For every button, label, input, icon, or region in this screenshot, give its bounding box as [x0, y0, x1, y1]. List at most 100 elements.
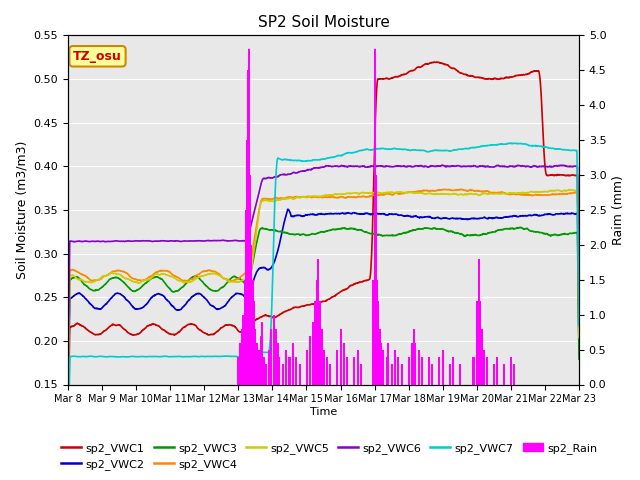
Bar	[314, 300, 316, 384]
Bar	[251, 245, 252, 384]
Bar	[252, 280, 253, 384]
Bar	[326, 357, 328, 384]
Bar	[286, 349, 287, 384]
Bar	[279, 357, 280, 384]
Bar	[292, 343, 294, 384]
Bar	[419, 349, 420, 384]
Bar	[268, 349, 269, 384]
Bar	[378, 300, 379, 384]
Y-axis label: Raim (mm): Raim (mm)	[612, 175, 625, 245]
Bar	[260, 336, 261, 384]
Bar	[377, 280, 378, 384]
Bar	[275, 329, 276, 384]
Bar	[428, 357, 429, 384]
Bar	[452, 357, 453, 384]
Bar	[381, 343, 382, 384]
Bar	[432, 363, 433, 384]
Bar	[374, 175, 375, 384]
Bar	[330, 363, 332, 384]
Bar	[439, 357, 440, 384]
Bar	[282, 363, 284, 384]
Bar	[449, 363, 450, 384]
Bar	[260, 336, 261, 384]
Bar	[317, 259, 319, 384]
Bar	[306, 349, 307, 384]
Bar	[340, 329, 342, 384]
Bar	[313, 322, 314, 384]
Bar	[237, 357, 239, 384]
Bar	[257, 343, 258, 384]
Bar	[482, 329, 483, 384]
Bar	[401, 363, 403, 384]
Bar	[289, 357, 290, 384]
Bar	[246, 140, 248, 384]
Bar	[442, 349, 444, 384]
Bar	[412, 343, 413, 384]
Bar	[415, 343, 416, 384]
Bar	[378, 300, 379, 384]
Bar	[250, 175, 251, 384]
Bar	[347, 357, 348, 384]
Bar	[262, 322, 263, 384]
Bar	[414, 343, 416, 384]
Bar	[415, 343, 416, 384]
Bar	[421, 357, 423, 384]
Bar	[336, 349, 337, 384]
Bar	[251, 245, 252, 384]
Bar	[321, 329, 322, 384]
Bar	[356, 349, 358, 384]
Bar	[377, 280, 378, 384]
Bar	[360, 363, 362, 384]
Bar	[247, 70, 248, 384]
Bar	[413, 329, 415, 384]
Bar	[261, 322, 262, 384]
Bar	[285, 349, 287, 384]
Bar	[497, 357, 498, 384]
Bar	[265, 363, 266, 384]
Bar	[241, 329, 242, 384]
Bar	[473, 357, 474, 384]
Bar	[452, 357, 454, 384]
Bar	[277, 343, 278, 384]
Bar	[282, 363, 284, 384]
Bar	[316, 280, 318, 384]
Bar	[357, 349, 358, 384]
Bar	[248, 49, 250, 384]
Bar	[240, 343, 241, 384]
Bar	[275, 329, 276, 384]
Bar	[504, 363, 505, 384]
Bar	[478, 259, 479, 384]
Bar	[330, 363, 332, 384]
Bar	[265, 363, 266, 384]
Bar	[276, 343, 278, 384]
Bar	[257, 343, 258, 384]
Bar	[497, 357, 499, 384]
Bar	[487, 357, 488, 384]
Bar	[452, 357, 454, 384]
Bar	[306, 349, 307, 384]
Bar	[282, 363, 284, 384]
Bar	[452, 357, 454, 384]
Bar	[344, 343, 345, 384]
Bar	[241, 329, 243, 384]
Bar	[379, 329, 380, 384]
Title: SP2 Soil Moisture: SP2 Soil Moisture	[257, 15, 389, 30]
Bar	[353, 357, 355, 384]
Bar	[422, 357, 423, 384]
Bar	[337, 349, 338, 384]
Bar	[292, 343, 294, 384]
Bar	[279, 357, 280, 384]
Bar	[239, 343, 241, 384]
Bar	[245, 210, 246, 384]
Bar	[449, 363, 451, 384]
Bar	[285, 349, 287, 384]
Bar	[486, 357, 488, 384]
Bar	[431, 363, 433, 384]
Bar	[510, 357, 511, 384]
Bar	[388, 343, 389, 384]
Bar	[253, 300, 254, 384]
Bar	[347, 357, 348, 384]
Bar	[372, 280, 373, 384]
Bar	[243, 315, 244, 384]
Bar	[247, 70, 248, 384]
